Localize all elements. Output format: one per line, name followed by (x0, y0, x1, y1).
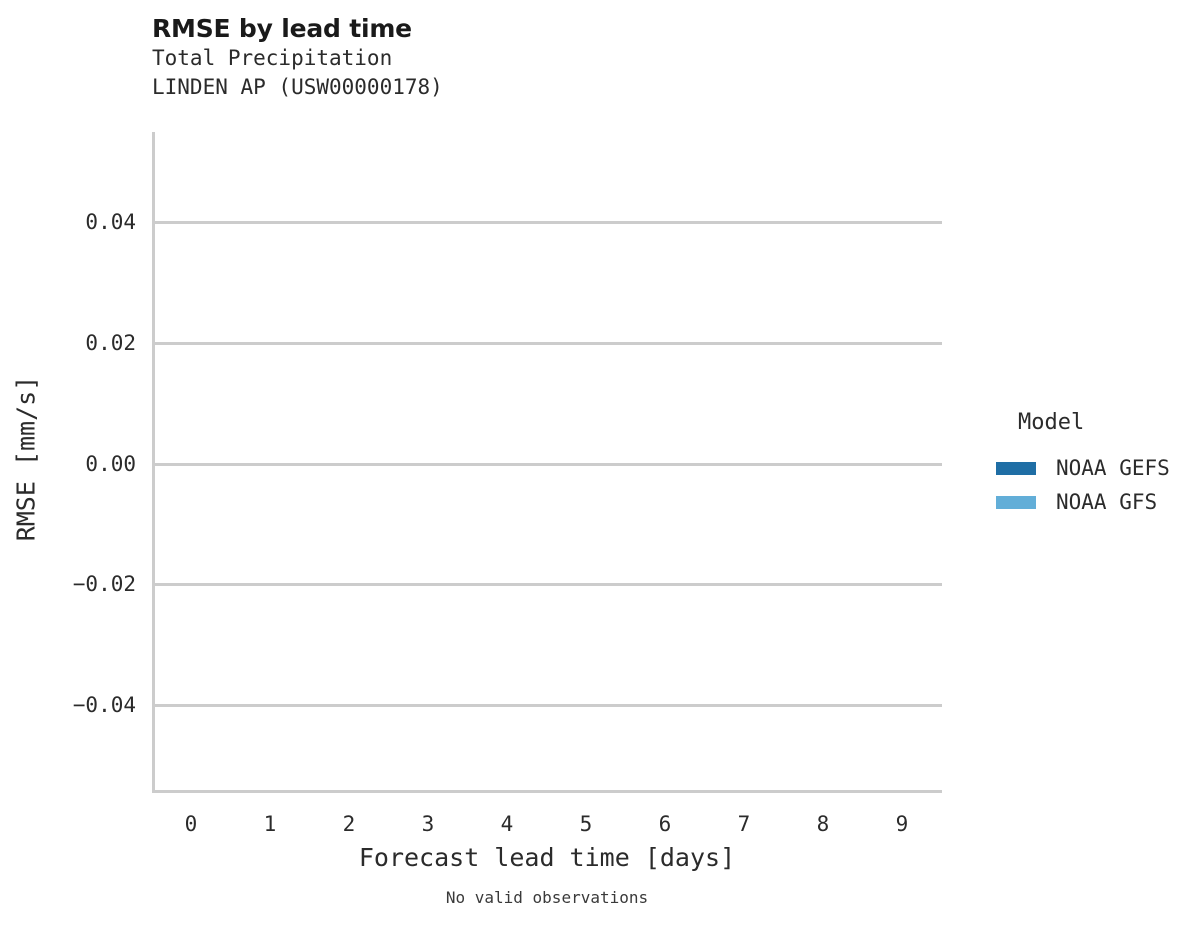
x-tick-label: 7 (737, 812, 751, 836)
gridline-y-1 (155, 342, 942, 345)
gridline-y-3 (155, 583, 942, 586)
gridline-y-4 (155, 704, 942, 707)
x-tick-label: 4 (500, 812, 514, 836)
x-tick-label: 0 (184, 812, 198, 836)
page-title: RMSE by lead time (152, 14, 412, 43)
chart-subtitle-station: LINDEN AP (USW00000178) (152, 75, 443, 99)
y-tick-label: −0.04 (72, 693, 136, 717)
no-data-annotation: No valid observations (445, 888, 649, 907)
legend-swatch-icon (996, 461, 1036, 475)
y-tick-label: 0.02 (85, 331, 136, 355)
x-tick-label: 9 (895, 812, 909, 836)
legend-title: Model (1018, 410, 1085, 435)
legend-item-noaa-gefs[interactable]: NOAA GEFS (996, 451, 1182, 485)
chart-subtitle-variable: Total Precipitation (152, 46, 393, 70)
x-tick-label: 6 (658, 812, 672, 836)
plot-area (152, 132, 942, 793)
x-tick-label: 3 (421, 812, 435, 836)
x-tick-label: 8 (816, 812, 830, 836)
y-axis-title: RMSE [mm/s] (11, 375, 41, 542)
y-tick-label: 0.00 (85, 452, 136, 476)
y-axis-spine (152, 132, 155, 793)
legend-swatch-icon (996, 495, 1036, 509)
chart-header: RMSE by lead time Total Precipitation LI… (152, 14, 852, 102)
x-axis-title: Forecast lead time [days] (358, 843, 736, 872)
gridline-y-0 (155, 221, 942, 224)
y-tick-label: 0.04 (85, 210, 136, 234)
gridline-y-2 (155, 463, 942, 466)
legend: Model NOAA GEFS NOAA GFS (996, 410, 1182, 519)
x-tick-label: 2 (342, 812, 356, 836)
y-tick-label: −0.02 (72, 572, 136, 596)
legend-item-label: NOAA GFS (1056, 490, 1158, 514)
x-tick-label: 5 (579, 812, 593, 836)
x-axis-spine (152, 790, 942, 793)
legend-item-noaa-gfs[interactable]: NOAA GFS (996, 485, 1182, 519)
legend-item-label: NOAA GEFS (1056, 456, 1170, 480)
x-tick-label: 1 (263, 812, 277, 836)
